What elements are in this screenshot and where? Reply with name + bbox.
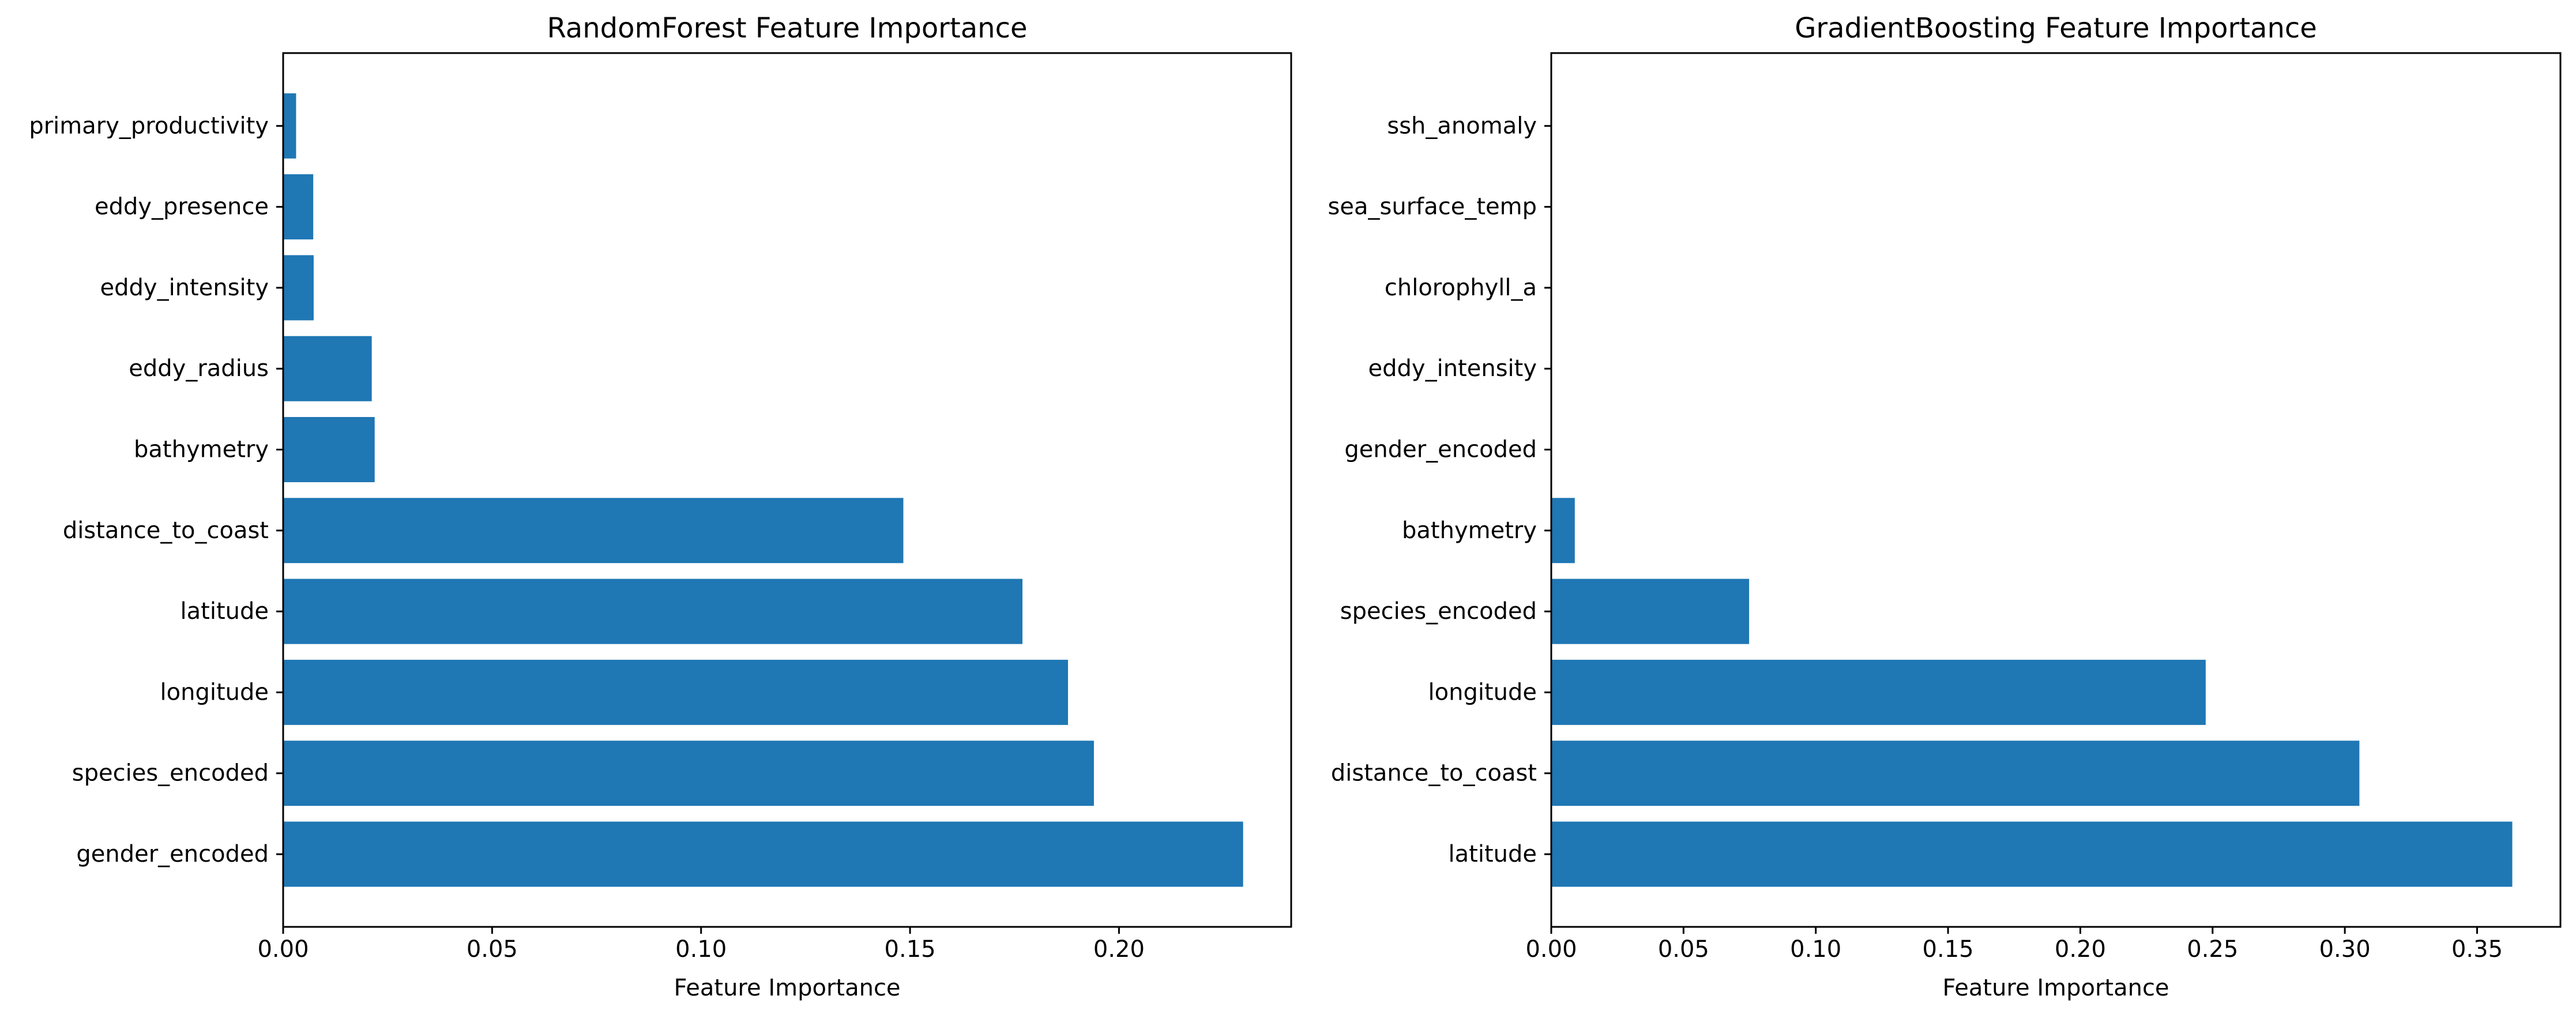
bar [283, 255, 314, 321]
x-tick-label: 0.00 [257, 936, 309, 963]
bar [283, 579, 1023, 644]
chart-gradient-boosting: GradientBoosting Feature Importance lati… [1328, 12, 2562, 1001]
bar-group [283, 93, 1243, 887]
bar [1551, 498, 1575, 564]
x-tick-label: 0.20 [2055, 936, 2106, 963]
y-axis-ticks: gender_encoded species_encoded longitude la… [29, 112, 283, 867]
x-tick-label: 0.05 [467, 936, 518, 963]
bar [1551, 741, 2360, 806]
bar [283, 174, 314, 240]
x-tick-label: 0.10 [1790, 936, 1841, 963]
chart-random-forest: RandomForest Feature Importance gender_e… [29, 12, 1292, 1001]
x-tick-label: 0.20 [1093, 936, 1145, 963]
y-tick-label: bathymetry [134, 437, 269, 463]
y-tick-label: latitude [1449, 841, 1537, 867]
plot-frame [282, 52, 1292, 928]
y-tick-label: chlorophyll_a [1385, 275, 1537, 301]
y-tick-label: distance_to_coast [63, 517, 269, 544]
x-tick-label: 0.25 [2187, 936, 2238, 963]
x-tick-label: 0.30 [2319, 936, 2371, 963]
y-tick-label: latitude [180, 598, 269, 625]
y-tick-label: eddy_presence [95, 194, 269, 220]
bar [1551, 579, 1750, 644]
y-axis-ticks: latitude distance_to_coast longitude specie… [1328, 112, 1551, 867]
bar [1551, 821, 2513, 887]
bar [283, 93, 296, 159]
plot-frame [1550, 52, 2562, 928]
x-tick-label: 0.35 [2451, 936, 2503, 963]
bar [283, 336, 372, 401]
y-tick-label: sea_surface_temp [1328, 194, 1537, 220]
x-tick-label: 0.05 [1658, 936, 1709, 963]
bar [283, 498, 904, 564]
y-tick-label: primary_productivity [29, 112, 269, 139]
x-axis-ticks: 0.00 0.05 0.10 0.15 0.20 [257, 927, 1145, 963]
bar [283, 821, 1243, 887]
y-tick-label: eddy_intensity [1368, 355, 1537, 382]
y-tick-label: longitude [160, 679, 269, 705]
x-axis-label: Feature Importance [674, 975, 900, 1001]
x-tick-label: 0.00 [1525, 936, 1577, 963]
y-tick-label: ssh_anomaly [1387, 112, 1537, 139]
y-tick-label: eddy_radius [129, 355, 269, 382]
y-tick-label: eddy_intensity [100, 275, 269, 301]
y-tick-label: longitude [1428, 679, 1537, 705]
bar [283, 417, 375, 482]
y-tick-label: bathymetry [1402, 517, 1537, 544]
bar [283, 659, 1069, 725]
y-tick-label: species_encoded [1340, 598, 1537, 625]
y-tick-label: distance_to_coast [1331, 760, 1537, 787]
y-tick-label: gender_encoded [1344, 437, 1537, 463]
bar [283, 741, 1094, 806]
x-tick-label: 0.10 [675, 936, 727, 963]
x-tick-label: 0.15 [885, 936, 936, 963]
chart-title: GradientBoosting Feature Importance [1795, 12, 2317, 44]
bar [1551, 659, 2206, 725]
y-tick-label: gender_encoded [76, 841, 269, 867]
y-tick-label: species_encoded [72, 760, 269, 787]
chart-title: RandomForest Feature Importance [547, 12, 1028, 44]
x-axis-ticks: 0.00 0.05 0.10 0.15 0.20 0.25 0.30 0.35 [1525, 927, 2503, 963]
x-axis-label: Feature Importance [1942, 975, 2169, 1001]
bar-group [1551, 498, 2513, 887]
x-tick-label: 0.15 [1923, 936, 1974, 963]
